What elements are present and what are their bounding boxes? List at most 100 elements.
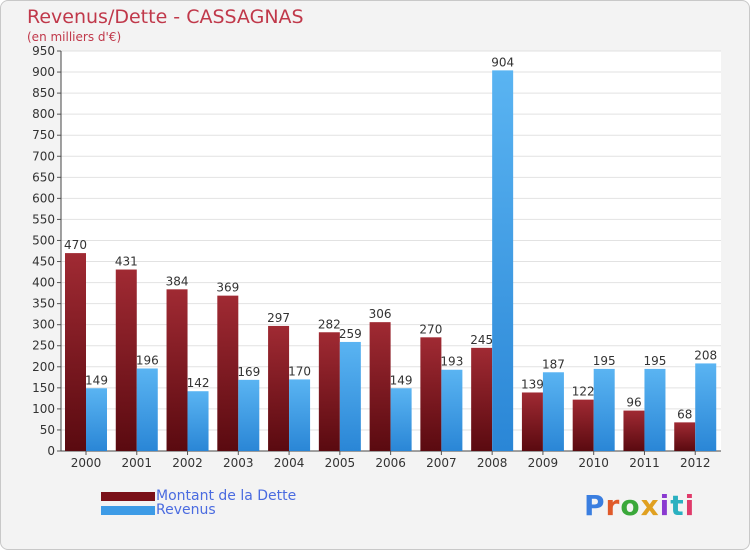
logo-letter: x xyxy=(640,489,660,522)
chart-subtitle: (en milliers d'€) xyxy=(27,30,122,44)
bar-dette xyxy=(674,422,696,451)
data-label-revenus: 149 xyxy=(390,373,413,387)
bar-revenus xyxy=(289,379,311,451)
data-label-revenus: 208 xyxy=(694,348,717,362)
y-tick-label: 900 xyxy=(32,65,55,79)
y-tick-label: 550 xyxy=(32,212,55,226)
data-label-revenus: 170 xyxy=(288,364,311,378)
logo-letter: i xyxy=(684,489,696,522)
y-tick-label: 800 xyxy=(32,107,55,121)
x-tick-label: 2012 xyxy=(680,456,711,470)
bar-revenus xyxy=(695,363,717,451)
logo-letter: i xyxy=(659,489,671,522)
x-tick-label: 2009 xyxy=(528,456,559,470)
x-tick-label: 2008 xyxy=(477,456,508,470)
data-label-revenus: 904 xyxy=(491,55,514,69)
logo-letter: t xyxy=(670,489,685,522)
data-label-dette: 68 xyxy=(677,407,692,421)
y-tick-label: 0 xyxy=(47,444,55,458)
bar-revenus xyxy=(339,341,361,451)
data-label-dette: 306 xyxy=(369,307,392,321)
bar-dette xyxy=(369,322,391,451)
proxiti-logo: Proxiti xyxy=(584,489,695,522)
y-tick-label: 500 xyxy=(32,233,55,247)
logo-letter: r xyxy=(605,489,621,522)
y-tick-label: 650 xyxy=(32,170,55,184)
legend-label-dette: Montant de la Dette xyxy=(156,488,297,504)
bar-revenus xyxy=(187,391,209,451)
bar-revenus xyxy=(644,368,666,451)
data-label-dette: 431 xyxy=(115,255,138,269)
y-tick-label: 100 xyxy=(32,402,55,416)
data-label-dette: 245 xyxy=(470,333,493,347)
data-label-revenus: 142 xyxy=(187,376,210,390)
data-label-revenus: 193 xyxy=(440,355,463,369)
bar-dette xyxy=(521,392,543,451)
bar-dette xyxy=(420,337,442,451)
data-label-dette: 282 xyxy=(318,317,341,331)
bar-revenus xyxy=(238,379,260,451)
data-label-revenus: 195 xyxy=(593,354,616,368)
data-label-dette: 122 xyxy=(572,385,595,399)
x-tick-label: 2003 xyxy=(223,456,254,470)
y-tick-label: 150 xyxy=(32,381,55,395)
logo-letter: P xyxy=(584,489,606,522)
bar-dette xyxy=(166,289,188,451)
bar-revenus xyxy=(492,70,514,452)
bar-revenus xyxy=(390,388,412,451)
y-tick-label: 850 xyxy=(32,86,55,100)
legend-swatch-revenus xyxy=(101,506,155,515)
data-label-dette: 369 xyxy=(216,281,239,295)
bar-dette xyxy=(471,347,493,451)
chart-title: Revenus/Dette - CASSAGNAS xyxy=(27,6,304,28)
bar-dette xyxy=(65,253,86,451)
data-label-dette: 384 xyxy=(166,274,189,288)
y-tick-label: 300 xyxy=(32,318,55,332)
x-tick-label: 2011 xyxy=(629,456,660,470)
data-label-revenus: 259 xyxy=(339,327,362,341)
y-tick-label: 950 xyxy=(32,44,55,58)
bar-revenus xyxy=(136,368,158,451)
bar-revenus xyxy=(593,368,615,451)
x-tick-label: 2002 xyxy=(172,456,203,470)
y-tick-label: 50 xyxy=(40,423,55,437)
y-tick-label: 200 xyxy=(32,360,55,374)
x-tick-label: 2005 xyxy=(325,456,356,470)
y-tick-label: 450 xyxy=(32,255,55,269)
data-label-revenus: 196 xyxy=(136,353,159,367)
legend-swatch-dette xyxy=(101,492,155,501)
bar-dette xyxy=(115,269,137,451)
x-tick-label: 2006 xyxy=(375,456,406,470)
y-tick-label: 400 xyxy=(32,276,55,290)
bar-dette xyxy=(623,410,645,451)
bar-revenus xyxy=(542,372,564,451)
data-label-revenus: 169 xyxy=(237,365,260,379)
bar-revenus xyxy=(441,369,463,451)
x-tick-label: 2007 xyxy=(426,456,457,470)
data-label-dette: 96 xyxy=(626,396,641,410)
bar-dette xyxy=(268,325,290,451)
x-tick-label: 2004 xyxy=(274,456,305,470)
y-tick-label: 750 xyxy=(32,128,55,142)
bar-dette xyxy=(318,332,340,451)
y-tick-label: 700 xyxy=(32,149,55,163)
bar-revenus xyxy=(86,388,107,451)
x-tick-label: 2001 xyxy=(121,456,152,470)
x-tick-label: 2010 xyxy=(578,456,609,470)
bar-dette xyxy=(217,295,239,451)
y-tick-label: 250 xyxy=(32,339,55,353)
data-label-dette: 470 xyxy=(64,238,87,252)
x-tick-label: 2000 xyxy=(71,456,102,470)
data-label-revenus: 195 xyxy=(644,354,667,368)
data-label-dette: 270 xyxy=(419,322,442,336)
data-label-dette: 297 xyxy=(267,311,290,325)
data-label-revenus: 149 xyxy=(85,373,108,387)
logo-letter: o xyxy=(620,489,641,522)
bar-dette xyxy=(572,399,594,451)
y-tick-label: 350 xyxy=(32,297,55,311)
data-label-revenus: 187 xyxy=(542,357,565,371)
y-tick-label: 600 xyxy=(32,191,55,205)
data-label-dette: 139 xyxy=(521,377,544,391)
